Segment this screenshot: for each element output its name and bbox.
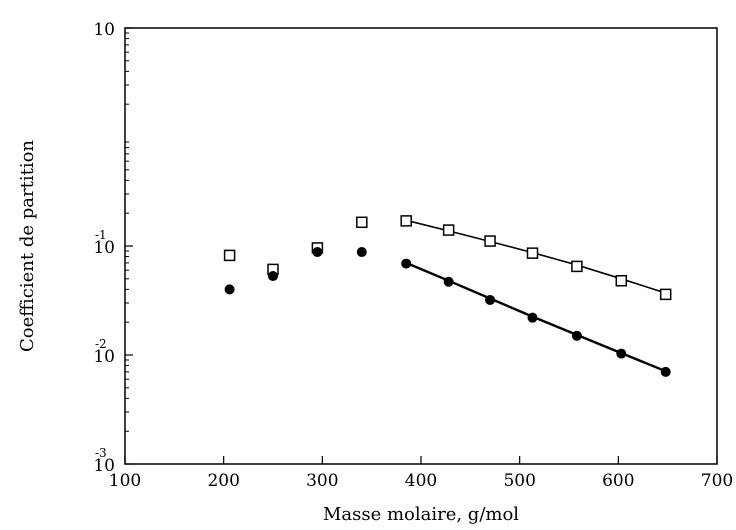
filled-circle-point: [571, 330, 582, 341]
filled-circle-point: [224, 284, 235, 295]
filled-circle-point: [268, 271, 278, 282]
filled-circle-point: [485, 294, 496, 305]
open-square-point: [356, 216, 368, 229]
x-tick-label: 600: [602, 471, 634, 491]
open-square-point: [571, 260, 583, 273]
open-square-point: [659, 288, 672, 301]
y-tick-label: 10: [93, 238, 115, 258]
fit-lines: [405, 219, 667, 373]
x-axis-label: Masse molaire, g/mol: [323, 504, 519, 525]
open-square-point: [223, 249, 236, 262]
open-square-point: [615, 274, 628, 287]
y-tick-label: 10: [93, 347, 115, 367]
x-tick-label: 100: [109, 471, 141, 491]
y-tick-exponent: -3: [95, 446, 107, 460]
filled-circle-point: [443, 276, 454, 287]
open-square-point: [484, 235, 496, 247]
filled-circle-point: [660, 366, 671, 377]
filled-circle-point: [401, 258, 412, 269]
x-tick-label: 300: [306, 471, 338, 491]
data-points: [223, 215, 672, 377]
open-square-point: [400, 215, 412, 227]
y-tick-exponent: -2: [95, 337, 107, 351]
y-tick-label: 10: [93, 20, 115, 40]
x-tick-label: 200: [207, 471, 239, 491]
x-axis-ticks: 100 200 300 400 500 600 700: [109, 456, 733, 491]
y-tick-exponent: -1: [95, 228, 107, 242]
x-tick-label: 400: [405, 471, 437, 491]
filled-circle-point: [312, 247, 323, 258]
filled-circle-point: [356, 247, 367, 258]
y-tick-label: 10: [93, 456, 115, 476]
filled-circle-point: [616, 348, 627, 359]
x-tick-label: 700: [701, 471, 733, 491]
plot-area: [124, 27, 718, 465]
x-tick-label: 500: [503, 471, 535, 491]
open-square-point: [526, 247, 539, 259]
filled-circle-point: [527, 312, 538, 323]
y-axis-label: Coefficient de partition: [17, 140, 38, 352]
open-square-point: [442, 224, 455, 236]
